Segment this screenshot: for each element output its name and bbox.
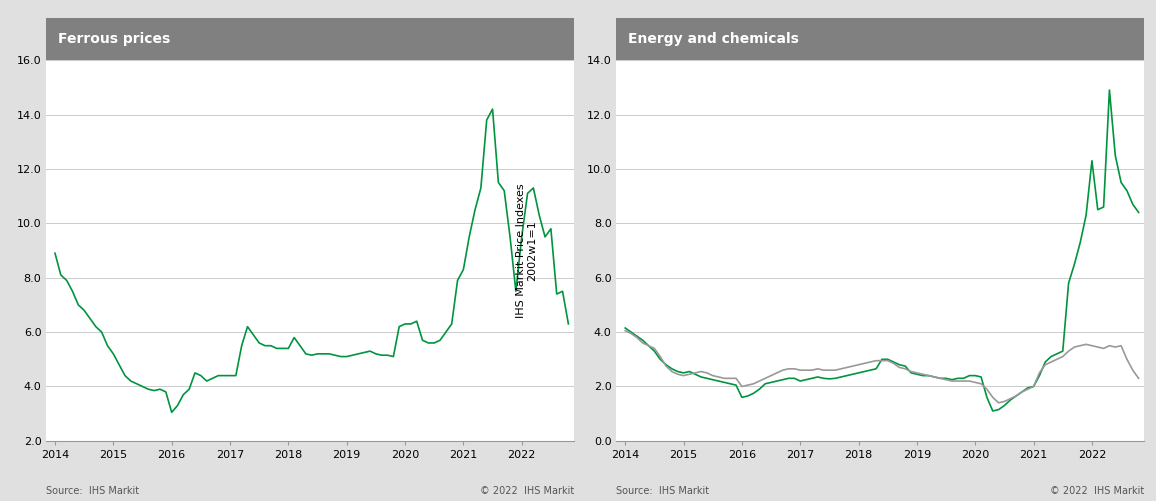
Energy: [1132, 209, 1146, 215]
Chemicals: [816, 367, 830, 373]
Energy: [986, 408, 1000, 414]
Chemicals: [881, 358, 895, 364]
Line: Energy: Energy: [625, 90, 1139, 411]
Y-axis label: IHS Markit Price Indexes
2002w1=1: IHS Markit Price Indexes 2002w1=1: [516, 183, 538, 318]
Line: Chemicals: Chemicals: [625, 331, 1139, 403]
Chemicals: [1132, 375, 1146, 381]
Text: © 2022  IHS Markit: © 2022 IHS Markit: [480, 486, 575, 496]
Text: Energy and chemicals: Energy and chemicals: [628, 32, 799, 46]
Energy: [816, 375, 830, 381]
Energy: [1103, 87, 1117, 93]
Energy: [670, 369, 684, 375]
Energy: [724, 381, 738, 387]
Energy: [618, 325, 632, 331]
Chemicals: [618, 328, 632, 334]
Chemicals: [670, 371, 684, 377]
Text: Source:  IHS Markit: Source: IHS Markit: [46, 486, 140, 496]
Text: © 2022  IHS Markit: © 2022 IHS Markit: [1050, 486, 1144, 496]
Chemicals: [1080, 341, 1094, 347]
Chemicals: [724, 375, 738, 381]
Text: Ferrous prices: Ferrous prices: [58, 32, 170, 46]
Chemicals: [682, 371, 696, 377]
Energy: [881, 356, 895, 362]
Energy: [682, 369, 696, 375]
Text: Source:  IHS Markit: Source: IHS Markit: [616, 486, 710, 496]
Chemicals: [992, 400, 1006, 406]
Energy: [1080, 212, 1094, 218]
